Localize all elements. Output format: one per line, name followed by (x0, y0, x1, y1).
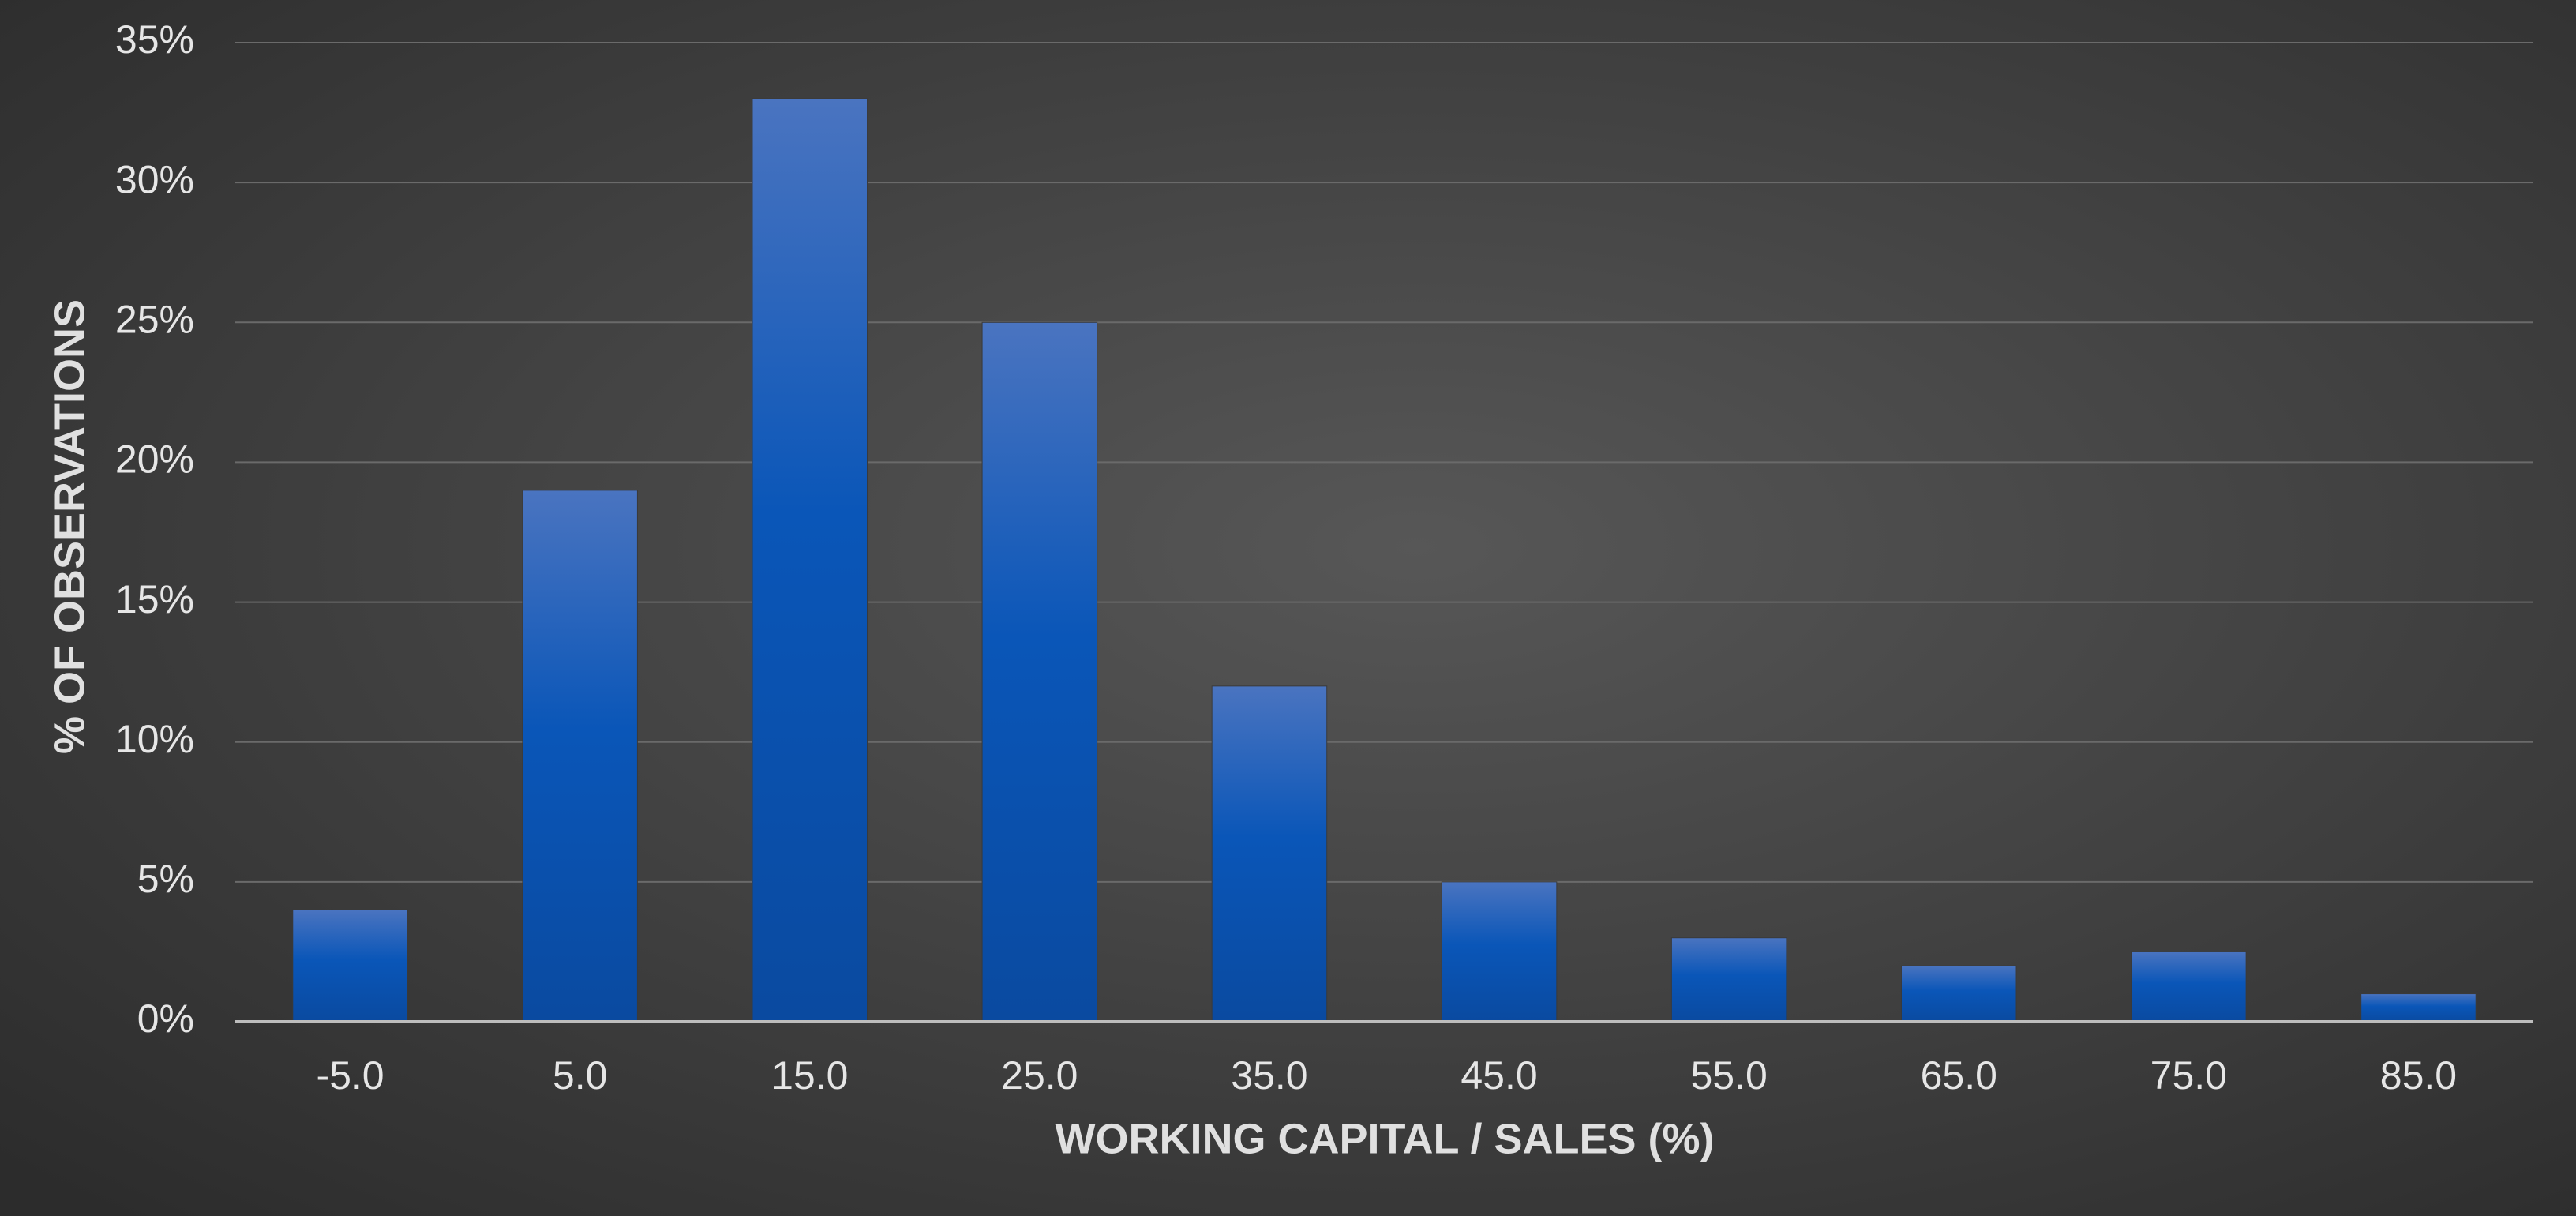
y-tick-label: 15% (115, 577, 194, 621)
x-tick-label: -5.0 (316, 1053, 384, 1098)
bar (981, 321, 1098, 1023)
bar (292, 909, 408, 1023)
bar (2131, 951, 2247, 1023)
y-tick-label: 10% (115, 717, 194, 761)
x-tick-label: 45.0 (1460, 1053, 1537, 1098)
y-tick-label: 35% (115, 17, 194, 62)
x-tick-label: 35.0 (1231, 1053, 1307, 1098)
bar (1441, 881, 1558, 1023)
y-tick-label: 30% (115, 157, 194, 201)
x-axis-title: WORKING CAPITAL / SALES (%) (1056, 1115, 1715, 1162)
x-tick-label: 75.0 (2150, 1053, 2227, 1098)
y-tick-label: 25% (115, 297, 194, 341)
bar (1211, 685, 1328, 1023)
x-tick-label: 65.0 (1921, 1053, 1997, 1098)
bar (1670, 937, 1787, 1023)
bar (2360, 993, 2477, 1023)
x-tick-label: 25.0 (1001, 1053, 1078, 1098)
x-tick-label: 15.0 (771, 1053, 848, 1098)
bar (752, 98, 868, 1023)
x-tick-label: 85.0 (2380, 1053, 2457, 1098)
y-axis-title: % OF OBSERVATIONS (46, 299, 93, 754)
y-tick-label: 5% (137, 857, 194, 901)
bar (1900, 965, 2017, 1023)
y-tick-label: 20% (115, 437, 194, 482)
y-tick-label: 0% (137, 996, 194, 1041)
x-tick-label: 5.0 (553, 1053, 608, 1098)
bar (522, 490, 638, 1023)
x-tick-label: 55.0 (1690, 1053, 1767, 1098)
